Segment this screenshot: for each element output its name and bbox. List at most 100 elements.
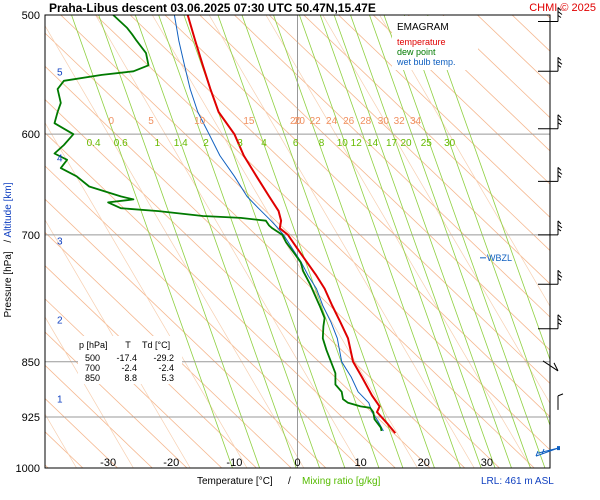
x-tick-label: 30: [481, 457, 493, 469]
x-tick-label: 0: [294, 457, 300, 469]
dry-adiabat-label: 28: [360, 116, 372, 127]
altitude-tick-label: 1: [57, 394, 63, 405]
dry-adiabat-line: [45, 165, 361, 468]
mixing-ratio-line: [319, 15, 482, 468]
altitude-tick-label: 4: [57, 154, 63, 165]
pressure-tick-label: 1000: [16, 463, 40, 475]
wind-barbs: [535, 7, 564, 457]
table-cell: 5.3: [161, 373, 174, 383]
lrl-label: LRL: 461 m ASL: [481, 476, 554, 487]
dry-adiabat-label: 20: [294, 116, 306, 127]
mixing-ratio-label: 25: [421, 138, 433, 149]
moist-adiabat-line: [95, 15, 361, 468]
mixing-ratio-label: 2: [203, 138, 209, 149]
x-tick-label: 10: [355, 457, 367, 469]
grid-lines: [45, 15, 550, 468]
dry-adiabat-label: 20: [290, 116, 302, 127]
plot-frame: [44, 14, 551, 469]
dry-adiabat-label: 10: [194, 116, 206, 127]
profile-series: [53, 15, 397, 434]
dry-adiabat-label: 0: [109, 116, 115, 127]
dry-adiabat-line: [45, 265, 257, 468]
dry-adiabat-line: [199, 15, 550, 351]
pressure-tick-label: 700: [22, 230, 40, 242]
legend-box: EMAGRAM temperature dew point wet bulb t…: [392, 16, 478, 70]
y-axis-title-text: Pressure [hPa] / Altitude [km]: [3, 182, 14, 317]
dry-adiabat-line: [45, 298, 223, 468]
x-axis-title: Temperature [°C] / Mixing ratio [g/kg]: [197, 476, 381, 487]
x-tick-label: -10: [226, 457, 242, 469]
wind-barb: [538, 167, 563, 182]
mixing-ratio-label: 10: [337, 138, 349, 149]
table-cell: 850: [85, 373, 100, 383]
copyright-label: CHMI © 2025: [529, 2, 596, 14]
mixing-ratio-label: 1.4: [174, 138, 188, 149]
dry-adiabat-label: 32: [394, 116, 406, 127]
table-header-t: T: [125, 340, 131, 350]
dry-adiabat-line: [268, 15, 550, 285]
mixing-ratio-label: 1: [155, 138, 161, 149]
table-cell: -29.2: [153, 353, 174, 363]
wind-barb: [538, 114, 563, 130]
series-dew-point-line: [53, 15, 383, 432]
dry-adiabat-label: 24: [326, 116, 338, 127]
mixing-ratio-line: [98, 15, 261, 468]
dry-adiabat-line: [45, 32, 500, 468]
moist-adiabat-line: [322, 15, 550, 404]
mixing-ratio-label: 3: [237, 138, 243, 149]
legend-background: [392, 16, 478, 70]
table-cell: -2.4: [121, 363, 137, 373]
values-table-background: [78, 336, 182, 384]
dry-adiabat-label: 5: [148, 116, 154, 127]
mixing-ratio-label: 14: [367, 138, 379, 149]
dry-adiabat-line: [546, 15, 550, 19]
moist-adiabat-line: [45, 219, 191, 468]
moist-adiabat-line: [208, 15, 475, 468]
moist-adiabat-line: [45, 316, 134, 468]
mixing-ratio-line: [134, 15, 297, 468]
mixing-ratio-label: 0.4: [87, 138, 101, 149]
dry-adiabat-line: [45, 331, 188, 468]
mixing-ratio-label: 17: [386, 138, 398, 149]
dry-adiabat-label: 15: [243, 116, 255, 127]
dry-adiabat-label: 26: [343, 116, 355, 127]
wind-barb: [542, 360, 559, 372]
mixing-ratio-label: 6: [293, 138, 299, 149]
dry-adiabat-line: [45, 231, 292, 468]
dry-adiabat-line: [372, 15, 550, 185]
wind-barb: [538, 269, 563, 285]
table-cell: -2.4: [158, 363, 174, 373]
pressure-tick-label: 500: [22, 10, 40, 22]
mixing-ratio-label: 0.6: [114, 138, 128, 149]
y-axis-title-sep: /: [3, 240, 14, 243]
wbzl-label: WBZL: [487, 253, 512, 263]
dry-adiabat-line: [303, 15, 550, 252]
dry-adiabat-line: [45, 364, 153, 468]
x-tick-label: -20: [163, 457, 179, 469]
y-axis-title: Pressure [hPa] / Altitude [km]: [3, 182, 14, 317]
mixing-ratio-label: 12: [351, 138, 363, 149]
chart-title: Praha-Libus descent 03.06.2025 07:30 UTC…: [49, 1, 376, 15]
legend-title: EMAGRAM: [397, 22, 449, 33]
table-header-td: Td [°C]: [142, 340, 170, 350]
x-axis-title-temperature: Temperature [°C]: [197, 476, 273, 487]
series-wet-bulb-temp-line: [173, 15, 384, 432]
dry-adiabat-line: [442, 15, 550, 119]
legend-item-temperature: temperature: [397, 37, 446, 47]
values-table: p [hPa] T Td [°C] 500 -17.4 -29.2 700 -2…: [78, 336, 182, 384]
dry-adiabat-label: 30: [378, 116, 390, 127]
wind-barb: [557, 393, 564, 410]
x-tick-label: 20: [418, 457, 430, 469]
altitude-tick-label: 2: [57, 316, 63, 327]
series-temperature-line: [186, 15, 397, 434]
mixing-ratio-line: [71, 15, 233, 468]
dry-adiabat-line: [164, 15, 550, 384]
mixing-ratio-line: [369, 15, 531, 468]
wind-barb: [538, 314, 563, 330]
dry-adiabat-label: 34: [410, 116, 422, 127]
mixing-ratio-line: [273, 15, 435, 468]
dry-adiabat-line: [45, 99, 431, 468]
pressure-tick-label: 600: [22, 129, 40, 141]
moist-adiabat-line: [45, 122, 248, 468]
wind-barb: [538, 7, 563, 22]
